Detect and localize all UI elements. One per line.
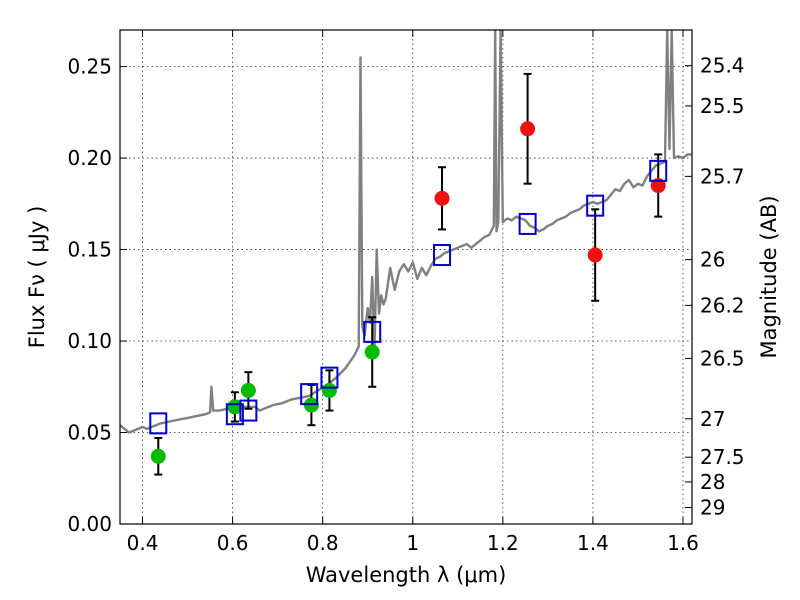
model-flux-box [149,412,168,435]
x-tick-label: 1.6 [667,531,699,555]
y2-tick-label: 25.4 [700,54,745,78]
y2-tick-label: 28 [700,470,725,494]
model-flux-box [649,159,668,182]
green-data-point [150,448,166,464]
y2-axis-label: Magnitude (AB) [757,195,781,358]
green-data-point [227,399,243,415]
x-tick-label: 0.6 [217,531,249,555]
x-tick-label: 1.2 [487,531,519,555]
y-tick-label: 0.25 [67,55,112,79]
model-flux-box [518,212,537,235]
model-flux-box [225,403,244,426]
green-data-point [321,382,337,398]
plot-frame [119,29,693,525]
model-flux-box [320,366,339,389]
y2-tick-label: 26.5 [700,346,745,370]
red-data-point [587,247,603,263]
y-tick-label: 0.05 [67,421,112,445]
axes: 0.4 0.6 0.8 1 1.2 1.4 1.6 0.00 0.05 0.10 0.15 0.20 0… [67,30,745,555]
red-data-point [520,121,536,137]
green-data-point [364,344,380,360]
model-spectrum-line [120,30,692,434]
x-tick-label: 1.4 [577,531,609,555]
red-data-point [434,190,450,206]
y2-tick-label: 26 [700,248,725,272]
y-tick-label: 0.00 [67,512,112,536]
x-tick-label: 1 [406,531,419,555]
plot-area [120,30,692,476]
model-flux-box [363,320,382,343]
grid [120,30,692,524]
y-axis-label: Flux Fν ( μJy ) [25,206,49,349]
x-tick-label: 0.8 [307,531,339,555]
y-tick-label: 0.10 [67,329,112,353]
x-tick-label: 0.4 [127,531,159,555]
y2-tick-label: 29 [700,496,725,520]
green-data-point [240,382,256,398]
model-flux-box [433,244,452,267]
y2-tick-label: 27 [700,407,725,431]
y2-tick-label: 26.2 [700,293,745,317]
x-axis-label: Wavelength λ (μm) [306,563,507,587]
y2-tick-label: 25.5 [700,94,745,118]
y-tick-label: 0.15 [67,238,112,262]
model-flux-box [586,194,605,217]
model-flux-box [300,383,319,406]
y2-tick-label: 25.7 [700,164,745,188]
y-tick-label: 0.20 [67,146,112,170]
y2-tick-label: 27.5 [700,445,745,469]
model-flux-box [239,399,258,422]
